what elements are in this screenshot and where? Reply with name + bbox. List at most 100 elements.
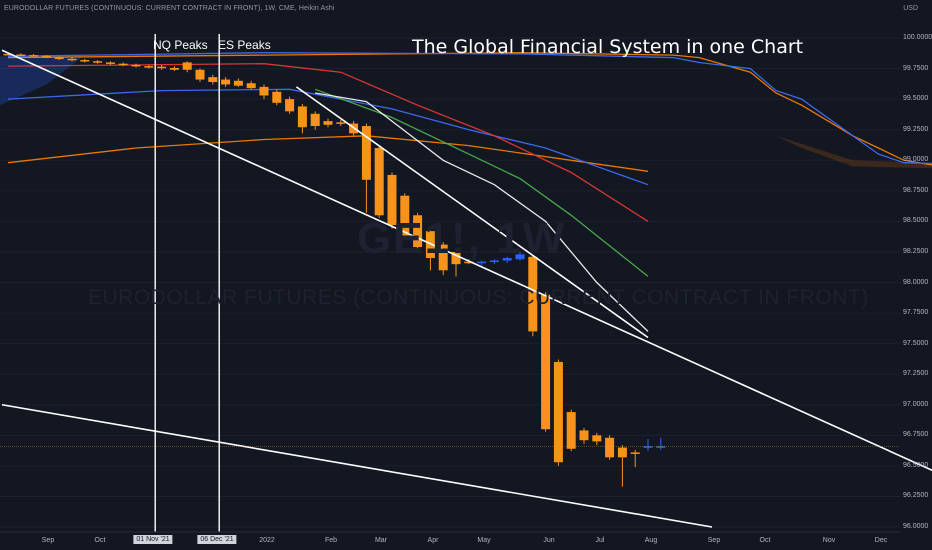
moving-average-blue-2 bbox=[7, 52, 932, 165]
candle-body bbox=[515, 254, 525, 260]
chart-title: The Global Financial System in one Chart bbox=[412, 36, 804, 58]
y-tick-label: 96.2500 bbox=[903, 492, 929, 500]
candle-body bbox=[643, 446, 653, 448]
x-tick-label: Jul bbox=[595, 537, 605, 544]
moving-average-orange-0 bbox=[7, 52, 932, 166]
y-tick-label: 97.5000 bbox=[903, 339, 929, 347]
candle-body bbox=[464, 261, 474, 264]
candle-body bbox=[489, 260, 499, 262]
x-tick-label: Aug bbox=[644, 537, 658, 544]
candle-body bbox=[246, 83, 256, 89]
moving-average-white-6 bbox=[315, 92, 649, 332]
candle-body bbox=[259, 86, 269, 96]
candle-body bbox=[323, 121, 333, 125]
candle-body bbox=[361, 126, 371, 180]
candle-body bbox=[528, 256, 538, 332]
trendlines bbox=[1, 49, 932, 528]
grid-lines bbox=[0, 37, 900, 528]
moving-average-green-5 bbox=[314, 88, 649, 277]
candle-body bbox=[374, 148, 384, 216]
x-tick-label: 2022 bbox=[259, 537, 275, 544]
candle-body bbox=[566, 412, 576, 449]
nq-peaks-label: NQ Peaks bbox=[153, 38, 208, 52]
y-tick-label: 97.7500 bbox=[903, 309, 929, 317]
candle-body bbox=[451, 251, 461, 265]
candle-body bbox=[221, 79, 231, 85]
y-tick-label: 100.0000 bbox=[903, 34, 932, 41]
candle-body bbox=[16, 54, 26, 57]
candle-body bbox=[105, 62, 115, 64]
x-tick-label: May bbox=[477, 537, 491, 544]
y-tick-label: 98.2500 bbox=[903, 247, 929, 255]
watermark-name: EURODOLLAR FUTURES (CONTINUOUS: CURRENT … bbox=[88, 286, 869, 309]
x-tick-label: Oct bbox=[759, 537, 771, 544]
candle-body bbox=[144, 66, 154, 68]
candle-body bbox=[208, 77, 218, 83]
candle-body bbox=[118, 63, 128, 66]
symbol-header: EURODOLLAR FUTURES (CONTINUOUS: CURRENT … bbox=[4, 5, 335, 12]
y-tick-label: 96.7500 bbox=[903, 431, 929, 439]
cloud-fill-right bbox=[776, 135, 932, 169]
candle-body bbox=[297, 106, 307, 128]
x-tick-label: Apr bbox=[427, 537, 439, 544]
moving-average-orange-1 bbox=[7, 135, 649, 172]
candle-body bbox=[387, 174, 397, 226]
candle-body bbox=[477, 261, 487, 264]
candle-body bbox=[579, 430, 589, 441]
x-tick-label: Mar bbox=[374, 537, 388, 544]
candle-body bbox=[93, 61, 103, 63]
candle-body bbox=[272, 91, 282, 103]
candle-body bbox=[131, 64, 141, 67]
candle-body bbox=[233, 80, 243, 86]
es-peaks-label: ES Peaks bbox=[218, 38, 271, 52]
y-tick-label: 99.2500 bbox=[903, 125, 929, 133]
candle-body bbox=[54, 57, 64, 60]
x-tick-label: Sep bbox=[41, 537, 55, 544]
x-tick-label: Feb bbox=[324, 537, 338, 544]
candle-body bbox=[169, 67, 179, 70]
candle-body bbox=[630, 452, 640, 454]
trendline-1 bbox=[295, 86, 649, 339]
candle-body bbox=[400, 195, 410, 237]
candle-body bbox=[195, 69, 205, 80]
y-tick-label: 97.2500 bbox=[903, 370, 929, 378]
candle-body bbox=[592, 435, 602, 442]
candle-body bbox=[41, 55, 51, 58]
candle-body bbox=[553, 361, 563, 463]
vertical-markers bbox=[154, 34, 220, 532]
cloud-fill bbox=[0, 55, 85, 106]
candle-body bbox=[605, 437, 615, 458]
currency-label: USD bbox=[903, 5, 918, 12]
y-tick-label: 97.0000 bbox=[903, 400, 929, 408]
x-tick-label: Sep bbox=[707, 537, 721, 544]
candle-body bbox=[310, 113, 320, 127]
y-tick-label: 98.0000 bbox=[903, 278, 929, 286]
candle-body bbox=[425, 231, 435, 259]
y-tick-label: 98.7500 bbox=[903, 186, 929, 194]
candle-body bbox=[617, 447, 627, 458]
candle-body bbox=[29, 55, 39, 57]
y-tick-label: 99.7500 bbox=[903, 64, 929, 72]
candle-body bbox=[413, 215, 423, 248]
candle-body bbox=[438, 244, 448, 271]
candle-body bbox=[80, 60, 90, 62]
y-tick-label: 96.5000 bbox=[903, 461, 929, 469]
candle-body bbox=[656, 446, 666, 448]
moving-average-red-4 bbox=[7, 63, 649, 222]
x-tick-label: Oct bbox=[94, 537, 106, 544]
trendline-2 bbox=[1, 403, 713, 528]
x-tick-label: Dec bbox=[874, 537, 888, 544]
moving-average-blue-3 bbox=[7, 88, 649, 186]
y-tick-label: 99.0000 bbox=[903, 156, 929, 164]
candle-body bbox=[336, 122, 346, 124]
x-tick-label: Jun bbox=[543, 537, 555, 544]
y-tick-label: 99.5000 bbox=[903, 95, 929, 103]
candle-body bbox=[157, 66, 167, 69]
watermark-symbol: GE1!, 1W bbox=[357, 214, 567, 263]
candle-body bbox=[541, 294, 551, 430]
candle-body bbox=[67, 58, 77, 61]
y-tick-label: 98.5000 bbox=[903, 217, 929, 225]
ichimoku-cloud bbox=[0, 55, 932, 169]
x-tick-label: Nov bbox=[822, 537, 836, 544]
